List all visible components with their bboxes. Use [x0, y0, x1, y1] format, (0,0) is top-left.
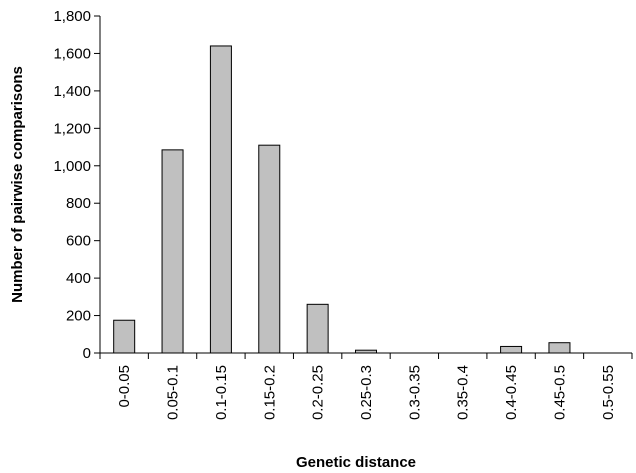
- x-tick-label: 0.3-0.35: [406, 365, 423, 420]
- bar-0.2-0.25: [306, 303, 329, 354]
- bar-0.1-0.15: [209, 45, 232, 354]
- x-tick-label: 0.35-0.4: [455, 365, 472, 420]
- x-tick-label: 0.1-0.15: [213, 365, 230, 420]
- bar-0.4-0.45: [500, 345, 523, 354]
- y-tick-label: 1,800: [53, 8, 91, 25]
- x-tick-label: 0.05-0.1: [165, 365, 182, 420]
- y-tick-label: 800: [66, 195, 91, 212]
- y-tick-label: 200: [66, 308, 91, 325]
- y-tick-label: 1,400: [53, 83, 91, 100]
- x-tick-label: 0.45-0.5: [551, 365, 568, 420]
- y-tick-label: 1,000: [53, 158, 91, 175]
- y-tick-label: 600: [66, 233, 91, 250]
- bar-0.45-0.5: [548, 342, 571, 354]
- bar-0.25-0.3: [355, 349, 377, 354]
- y-tick-label: 1,600: [53, 45, 91, 62]
- bar-0-0.05: [113, 319, 136, 354]
- plot-area: 0 200 400 600 800 1,000 1,200 1,400 1,600 1,800 0-…: [53, 8, 633, 420]
- y-axis-title: Number of pairwise comparisons: [9, 66, 26, 303]
- bar-0.15-0.2: [258, 144, 281, 354]
- x-tick-label: 0.15-0.2: [261, 365, 278, 420]
- y-tick-label: 1,200: [53, 120, 91, 137]
- x-tick-label: 0.25-0.3: [358, 365, 375, 420]
- bar-0.05-0.1: [161, 149, 184, 354]
- x-tick-label: 0-0.05: [116, 365, 133, 408]
- x-axis-title: Genetic distance: [296, 454, 416, 471]
- x-tick-label: 0.4-0.45: [503, 365, 520, 420]
- x-tick-label: 0.2-0.25: [310, 365, 327, 420]
- y-tick-label: 0: [83, 345, 91, 362]
- y-tick-label: 400: [66, 270, 91, 287]
- x-tick-label: 0.5-0.55: [600, 365, 617, 420]
